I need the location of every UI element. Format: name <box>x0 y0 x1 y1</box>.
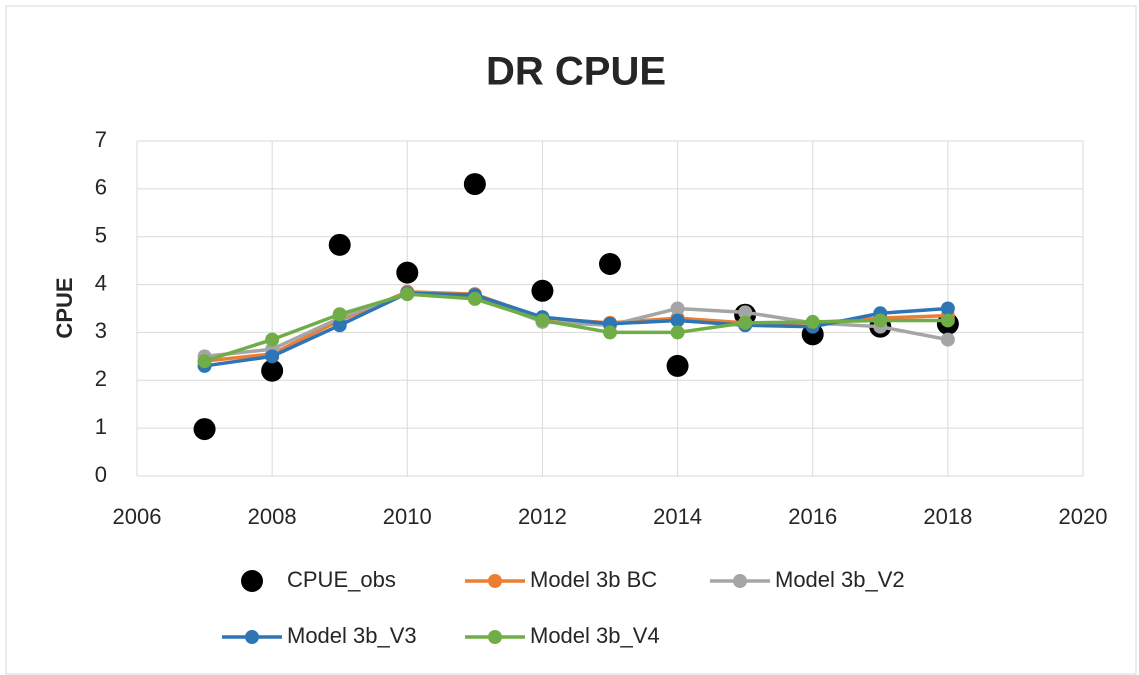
chart-title: DR CPUE <box>486 50 666 94</box>
line-marker <box>738 315 753 330</box>
line-marker <box>535 313 550 328</box>
scatter-point <box>193 418 216 441</box>
line-marker <box>670 325 685 340</box>
x-tick-label: 2008 <box>248 504 297 529</box>
line-marker <box>670 313 685 328</box>
x-tick-label: 2010 <box>383 504 432 529</box>
line-marker <box>738 305 753 320</box>
series-line <box>204 291 948 368</box>
legend-label: Model 3b_V3 <box>287 623 417 648</box>
scatter-point <box>666 354 689 377</box>
x-tick-label: 2020 <box>1059 504 1108 529</box>
y-tick-label: 2 <box>95 366 107 391</box>
legend-marker <box>488 574 502 588</box>
line-marker <box>265 349 280 364</box>
y-tick-label: 6 <box>95 175 107 200</box>
y-tick-label: 0 <box>95 462 107 487</box>
x-tick-label: 2014 <box>653 504 702 529</box>
y-axis-label: CPUE <box>52 277 77 338</box>
y-tick-label: 3 <box>95 318 107 343</box>
legend-label: Model 3b_V4 <box>530 623 660 648</box>
line-marker <box>873 313 888 328</box>
legend-marker <box>241 570 263 592</box>
y-tick-label: 5 <box>95 223 107 248</box>
line-marker <box>467 291 482 306</box>
y-tick-label: 1 <box>95 414 107 439</box>
legend-marker <box>733 574 747 588</box>
line-marker <box>940 301 955 316</box>
scatter-point <box>261 359 284 382</box>
line-marker <box>940 313 955 328</box>
line-marker <box>670 301 685 316</box>
scatter-point <box>463 173 486 196</box>
x-tick-label: 2006 <box>113 504 162 529</box>
x-tick-label: 2012 <box>518 504 567 529</box>
y-tick-label: 7 <box>95 127 107 152</box>
x-tick-label: 2018 <box>923 504 972 529</box>
legend-marker <box>245 630 259 644</box>
y-tick-label: 4 <box>95 270 107 295</box>
scatter-point <box>396 261 419 284</box>
scatter-point <box>328 233 351 256</box>
line-marker <box>332 307 347 322</box>
legend-label: Model 3b_V2 <box>775 567 905 592</box>
series-line <box>204 292 948 363</box>
line-marker <box>332 318 347 333</box>
line-marker <box>400 287 415 302</box>
line-marker <box>805 314 820 329</box>
x-tick-label: 2016 <box>788 504 837 529</box>
legend-marker <box>488 630 502 644</box>
line-marker <box>265 332 280 347</box>
scatter-point <box>531 279 554 302</box>
line-marker <box>603 325 617 340</box>
line-marker <box>940 332 955 347</box>
scatter-point <box>599 252 621 275</box>
line-marker <box>197 354 212 369</box>
legend-label: Model 3b BC <box>530 567 657 592</box>
legend-label: CPUE_obs <box>287 567 396 592</box>
